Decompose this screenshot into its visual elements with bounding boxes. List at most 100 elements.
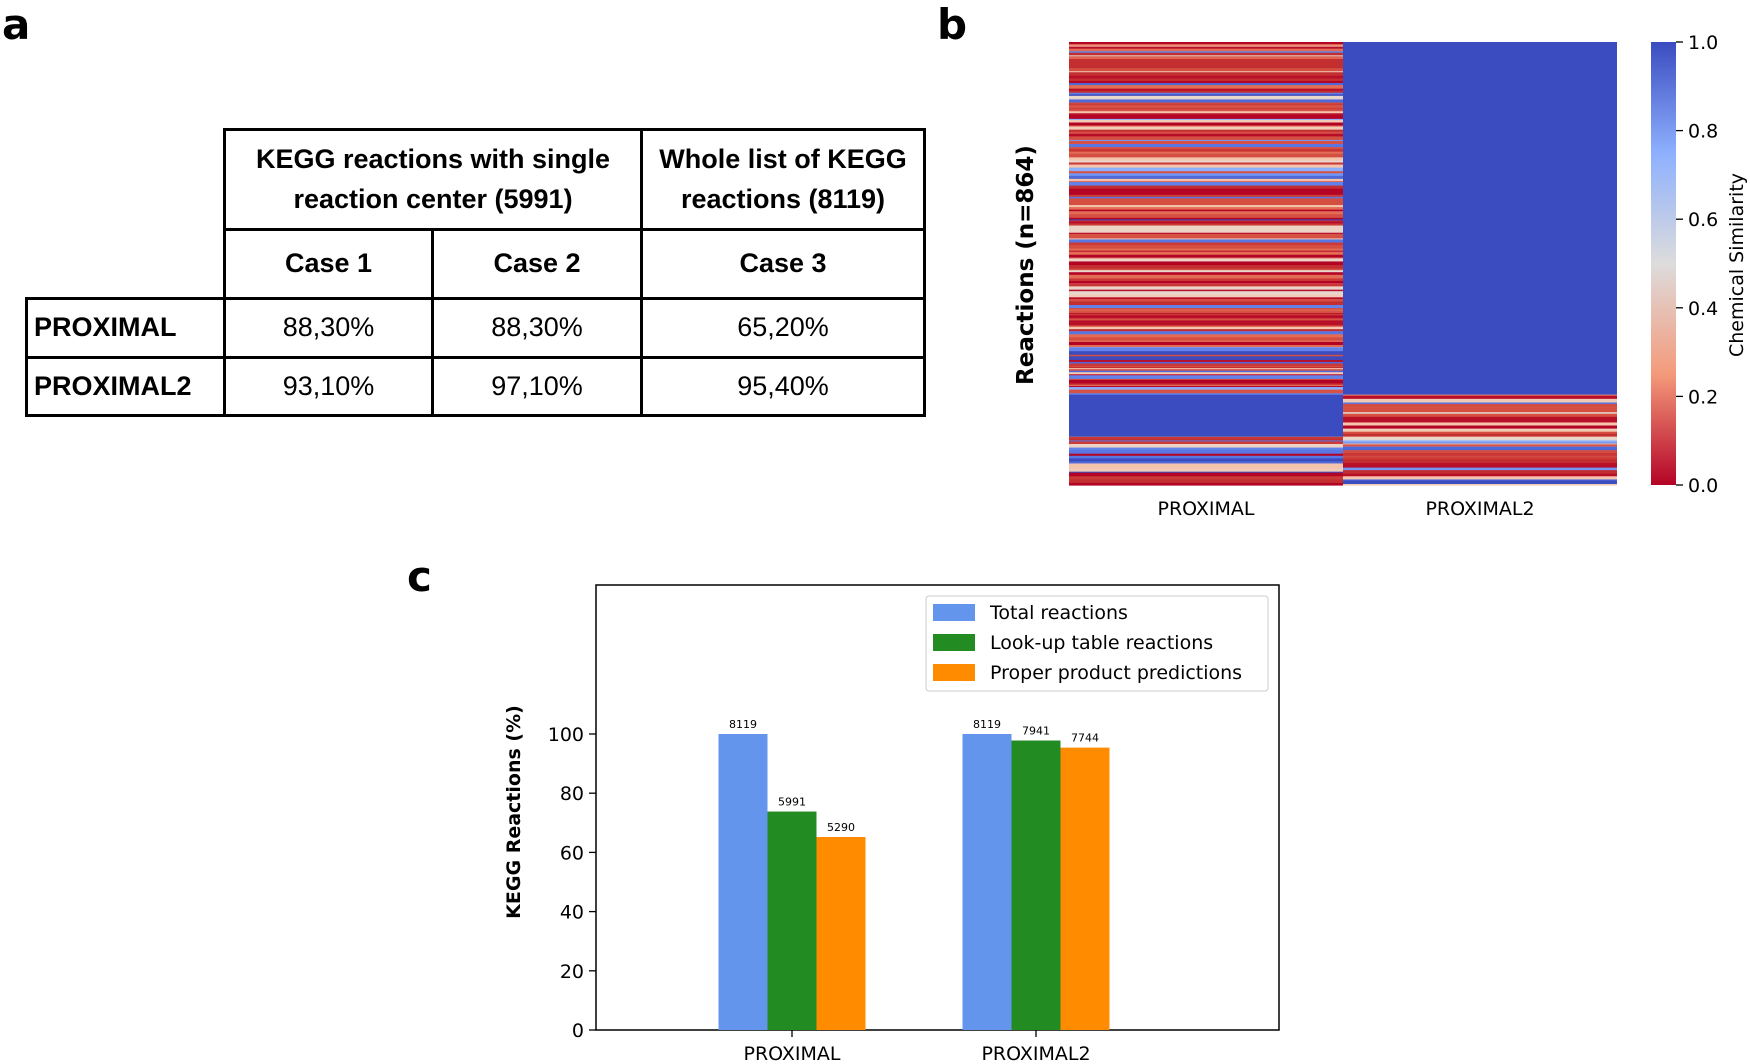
- heatmap-cell: [1069, 103, 1343, 106]
- heatmap-cell: [1343, 473, 1617, 477]
- heatmap-cell: [1069, 65, 1343, 69]
- heatmap-cell: [1343, 395, 1617, 400]
- heatmap-cell: [1069, 188, 1343, 192]
- heatmap-cell: [1343, 394, 1617, 397]
- heatmap-cell: [1069, 272, 1343, 276]
- panel-label-c: c: [407, 552, 432, 601]
- heatmap-cell: [1069, 274, 1343, 278]
- heatmap-cell: [1069, 102, 1343, 105]
- heatmap-cell: [1069, 80, 1343, 84]
- heatmap-cell: [1069, 320, 1343, 325]
- heatmap-cell: [1069, 44, 1343, 47]
- bar-x-tick-label: PROXIMAL2: [981, 1043, 1090, 1064]
- heatmap-cell: [1069, 440, 1343, 443]
- heatmap-cell: [1069, 466, 1343, 470]
- bar-data-label: 8119: [729, 718, 757, 731]
- heatmap-cell: [1069, 309, 1343, 312]
- heatmap-cell: [1069, 83, 1343, 86]
- heatmap-cell: [1069, 209, 1343, 212]
- colorbar-tick-label: 0.6: [1688, 209, 1718, 231]
- bar: [1011, 740, 1061, 1030]
- heatmap-cell: [1069, 280, 1343, 285]
- heatmap-cell: [1069, 75, 1343, 80]
- heatmap-cell: [1069, 136, 1343, 140]
- bar-data-label: 7941: [1022, 725, 1050, 738]
- heatmap-cell: [1069, 301, 1343, 306]
- heatmap-cell: [1069, 42, 1343, 45]
- heatmap-cell: [1069, 57, 1343, 60]
- heatmap-cell: [1069, 385, 1343, 387]
- heatmap-cell: [1069, 261, 1343, 266]
- heatmap-cell: [1069, 150, 1343, 153]
- heatmap-cell: [1069, 258, 1343, 263]
- heatmap-cell: [1069, 109, 1343, 112]
- heatmap-cell: [1069, 88, 1343, 92]
- heatmap-cell: [1069, 297, 1343, 300]
- colorbar-ticks: 0.0 0.2 0.4 0.6 0.8 1.0: [1676, 32, 1718, 497]
- heatmap-cell: [1343, 443, 1617, 446]
- heatmap-cell: [1069, 327, 1343, 330]
- heatmap-cell: [1069, 257, 1343, 259]
- heatmap-cell: [1069, 181, 1343, 187]
- heatmap-cell: [1343, 470, 1617, 475]
- legend-label-lookup: Look-up table reactions: [990, 632, 1213, 654]
- colorbar-tick-label: 0.2: [1688, 386, 1718, 408]
- heatmap-cell: [1069, 379, 1343, 385]
- heatmap-cell: [1069, 214, 1343, 219]
- heatmap-cell: [1343, 412, 1617, 415]
- heatmap-cell: [1069, 394, 1343, 437]
- legend-frame: [925, 595, 1269, 692]
- heatmap-cell: [1343, 408, 1617, 413]
- heatmap-cell: [1069, 201, 1343, 206]
- heatmap-cell: [1069, 55, 1343, 57]
- colorbar-tick-label: 0.0: [1688, 475, 1718, 497]
- heatmap-cell: [1069, 476, 1343, 480]
- heatmap-cell: [1069, 468, 1343, 473]
- heatmap-cell: [1069, 356, 1343, 361]
- heatmap-cell: [1069, 167, 1343, 172]
- bar: [1060, 747, 1110, 1030]
- heatmap-cell: [1069, 463, 1343, 468]
- heatmap-cell: [1069, 185, 1343, 190]
- heatmap-cells: [1069, 42, 1617, 486]
- heatmap-cell: [1343, 445, 1617, 448]
- heatmap-cell: [1343, 459, 1617, 464]
- heatmap-cell: [1069, 313, 1343, 315]
- heatmap-cell: [1069, 90, 1343, 94]
- heatmap-cell: [1069, 479, 1343, 484]
- heatmap-cell: [1069, 171, 1343, 174]
- heatmap-cell: [1069, 359, 1343, 363]
- heatmap-cell: [1069, 78, 1343, 82]
- heatmap-cell: [1069, 108, 1343, 110]
- heatmap-cell: [1343, 446, 1617, 451]
- heatmap-cell: [1069, 99, 1343, 104]
- heatmap-cell: [1069, 46, 1343, 50]
- heatmap-cell: [1069, 378, 1343, 381]
- heatmap-cell: [1069, 221, 1343, 225]
- heatmap-cell: [1069, 113, 1343, 116]
- heatmap-cell: [1069, 329, 1343, 332]
- heatmap-cell: [1069, 223, 1343, 227]
- legend-swatch-proper: [933, 664, 975, 681]
- bar: [816, 837, 866, 1030]
- heatmap-cell: [1069, 238, 1343, 241]
- bar-data-label: 7744: [1071, 732, 1099, 745]
- heatmap-cell: [1069, 363, 1343, 367]
- colorbar-tick-label: 0.4: [1688, 298, 1718, 320]
- heatmap-cell: [1069, 139, 1343, 142]
- bar-y-tick-label: 80: [560, 783, 584, 805]
- heatmap-cell: [1069, 453, 1343, 457]
- heatmap-cell: [1069, 250, 1343, 253]
- bar-x-ticks: PROXIMAL PROXIMAL2: [744, 1030, 1091, 1064]
- bar-plot-area: [595, 584, 1280, 1031]
- heatmap-cell: [1069, 94, 1343, 97]
- heatmap-cell: [1069, 367, 1343, 369]
- heatmap-cell: [1069, 447, 1343, 451]
- bar-legend: Total reactions Look-up table reactions …: [925, 595, 1269, 692]
- heatmap-cell: [1069, 387, 1343, 391]
- heatmap-cell: [1069, 219, 1343, 222]
- heatmap-cell: [1069, 119, 1343, 124]
- heatmap-cell: [1343, 480, 1617, 485]
- heatmap-cell: [1343, 419, 1617, 424]
- heatmap-cell: [1069, 438, 1343, 441]
